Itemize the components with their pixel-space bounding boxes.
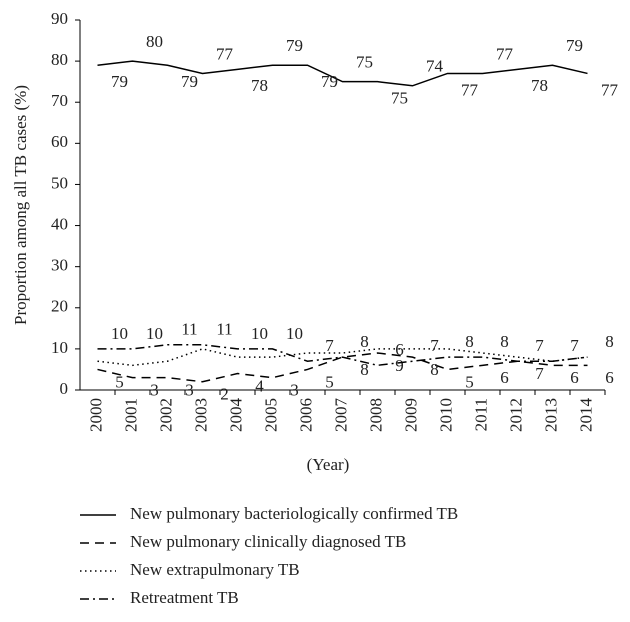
data-label: 77 [601,80,619,99]
y-tick-label: 40 [51,214,68,233]
data-label: 74 [426,57,444,76]
x-axis-title: (Year) [307,455,350,474]
data-label: 6 [605,368,614,387]
data-label: 79 [286,36,303,55]
data-label: 10 [146,324,163,343]
data-label: 77 [461,80,479,99]
data-label: 2 [220,385,229,404]
x-tick-label: 2000 [86,398,105,432]
data-label: 80 [146,32,163,51]
data-label: 10 [286,324,303,343]
data-label: 11 [216,320,232,339]
x-tick-label: 2008 [366,398,385,432]
x-tick-label: 2014 [576,398,595,433]
x-tick-label: 2002 [156,398,175,432]
x-tick-label: 2007 [331,398,350,433]
data-label: 8 [500,332,509,351]
data-label: 3 [150,381,159,400]
x-tick-label: 2013 [541,398,560,432]
data-label: 10 [251,324,268,343]
data-label: 77 [216,44,234,63]
y-axis-title: Proportion among all TB cases (%) [11,85,30,325]
data-label: 9 [395,356,404,375]
data-label: 6 [500,368,509,387]
x-tick-label: 2003 [191,398,210,432]
x-tick-label: 2001 [121,398,140,432]
data-label: 3 [185,381,194,400]
x-tick-label: 2006 [296,398,315,432]
data-label: 77 [496,44,514,63]
y-tick-label: 80 [51,50,68,69]
data-label: 7 [570,336,579,355]
data-label: 7 [430,336,439,355]
data-label: 79 [181,72,198,91]
x-tick-label: 2011 [471,398,490,431]
data-label: 5 [115,372,124,391]
y-tick-label: 0 [60,379,69,398]
data-label: 79 [111,72,128,91]
x-tick-label: 2009 [401,398,420,432]
legend-label: New pulmonary bacteriologically confirme… [130,504,458,523]
data-label: 6 [570,368,579,387]
data-label: 79 [321,72,338,91]
data-label: 8 [605,332,614,351]
series-line [97,344,588,367]
series-line [97,352,588,383]
data-label: 8 [430,360,439,379]
legend-label: Retreatment TB [130,588,239,607]
data-label: 7 [535,336,544,355]
data-label: 78 [531,76,548,95]
y-tick-label: 60 [51,132,68,151]
legend-label: New pulmonary clinically diagnosed TB [130,532,406,551]
y-tick-label: 20 [51,297,68,316]
data-label: 75 [356,53,373,72]
x-tick-label: 2005 [261,398,280,432]
legend-label: New extrapulmonary TB [130,560,300,579]
data-label: 5 [325,372,334,391]
y-tick-label: 50 [51,173,68,192]
data-label: 3 [290,381,299,400]
x-tick-label: 2004 [226,398,245,433]
data-label: 6 [395,340,404,359]
data-label: 7 [535,364,544,383]
y-tick-label: 10 [51,338,68,357]
data-label: 11 [181,320,197,339]
y-tick-label: 30 [51,256,68,275]
data-label: 4 [255,376,264,395]
data-label: 8 [465,332,474,351]
data-label: 78 [251,76,268,95]
data-label: 10 [111,324,128,343]
data-label: 5 [465,372,474,391]
y-tick-label: 90 [51,9,68,28]
data-label: 8 [360,360,369,379]
data-label: 8 [360,332,369,351]
x-tick-label: 2010 [436,398,455,432]
data-label: 79 [566,36,583,55]
data-label: 75 [391,89,408,108]
series-line [97,60,588,87]
x-tick-label: 2012 [506,398,525,432]
y-tick-label: 70 [51,91,68,110]
data-label: 7 [325,336,334,355]
